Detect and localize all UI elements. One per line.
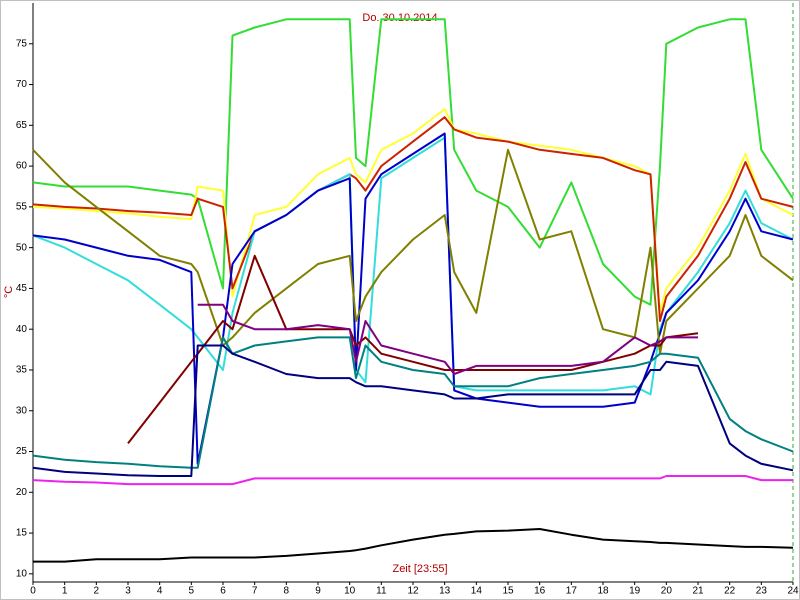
series-line bbox=[32, 148, 794, 355]
y-axis-label: °C bbox=[3, 286, 15, 298]
y-tick-label: 45 bbox=[16, 283, 28, 294]
x-tick-label: 18 bbox=[597, 586, 609, 597]
series-line bbox=[127, 254, 699, 445]
series-line bbox=[32, 18, 794, 306]
series-line bbox=[32, 132, 794, 465]
x-tick-label: 21 bbox=[692, 586, 704, 597]
x-tick-label: 24 bbox=[787, 586, 799, 597]
x-axis-label: Zeit [23:55] bbox=[392, 563, 447, 575]
y-tick-label: 50 bbox=[16, 242, 28, 253]
y-tick-label: 20 bbox=[16, 487, 28, 498]
x-tick-label: 0 bbox=[30, 586, 36, 597]
x-tick-label: 19 bbox=[629, 586, 641, 597]
x-tick-label: 22 bbox=[724, 586, 736, 597]
x-tick-label: 17 bbox=[566, 586, 578, 597]
x-tick-label: 6 bbox=[220, 586, 226, 597]
y-tick-label: 35 bbox=[16, 365, 28, 376]
series-line bbox=[33, 528, 794, 563]
x-tick-label: 13 bbox=[439, 586, 451, 597]
y-tick-label: 40 bbox=[16, 324, 28, 335]
x-tick-label: 3 bbox=[125, 586, 131, 597]
x-tick-label: 10 bbox=[344, 586, 356, 597]
series-line bbox=[197, 303, 698, 375]
x-tick-label: 4 bbox=[157, 586, 163, 597]
y-tick-label: 30 bbox=[16, 405, 28, 416]
x-tick-label: 23 bbox=[756, 586, 768, 597]
x-tick-label: 16 bbox=[534, 586, 546, 597]
y-tick-label: 55 bbox=[16, 202, 28, 213]
y-tick-label: 15 bbox=[16, 528, 28, 539]
y-tick-label: 65 bbox=[16, 120, 28, 131]
x-tick-label: 11 bbox=[376, 586, 387, 597]
x-tick-label: 5 bbox=[189, 586, 195, 597]
x-tick-label: 15 bbox=[502, 586, 514, 597]
y-tick-label: 70 bbox=[16, 79, 28, 90]
x-tick-label: 1 bbox=[62, 586, 68, 597]
x-tick-label: 20 bbox=[661, 586, 673, 597]
series-line bbox=[32, 336, 794, 469]
y-tick-label: 25 bbox=[16, 446, 28, 457]
x-tick-label: 14 bbox=[471, 586, 483, 597]
y-tick-label: 10 bbox=[16, 568, 28, 579]
series-line bbox=[32, 344, 794, 477]
x-tick-label: 12 bbox=[407, 586, 419, 597]
y-tick-label: 60 bbox=[16, 161, 28, 172]
x-tick-label: 7 bbox=[252, 586, 258, 597]
x-tick-label: 8 bbox=[284, 586, 290, 597]
x-tick-label: 2 bbox=[94, 586, 100, 597]
series-line bbox=[32, 116, 794, 322]
chart-title: Do. 30.10.2014 bbox=[362, 12, 437, 24]
series-line bbox=[32, 475, 793, 486]
x-tick-label: 9 bbox=[315, 586, 321, 597]
y-tick-label: 75 bbox=[16, 38, 28, 49]
